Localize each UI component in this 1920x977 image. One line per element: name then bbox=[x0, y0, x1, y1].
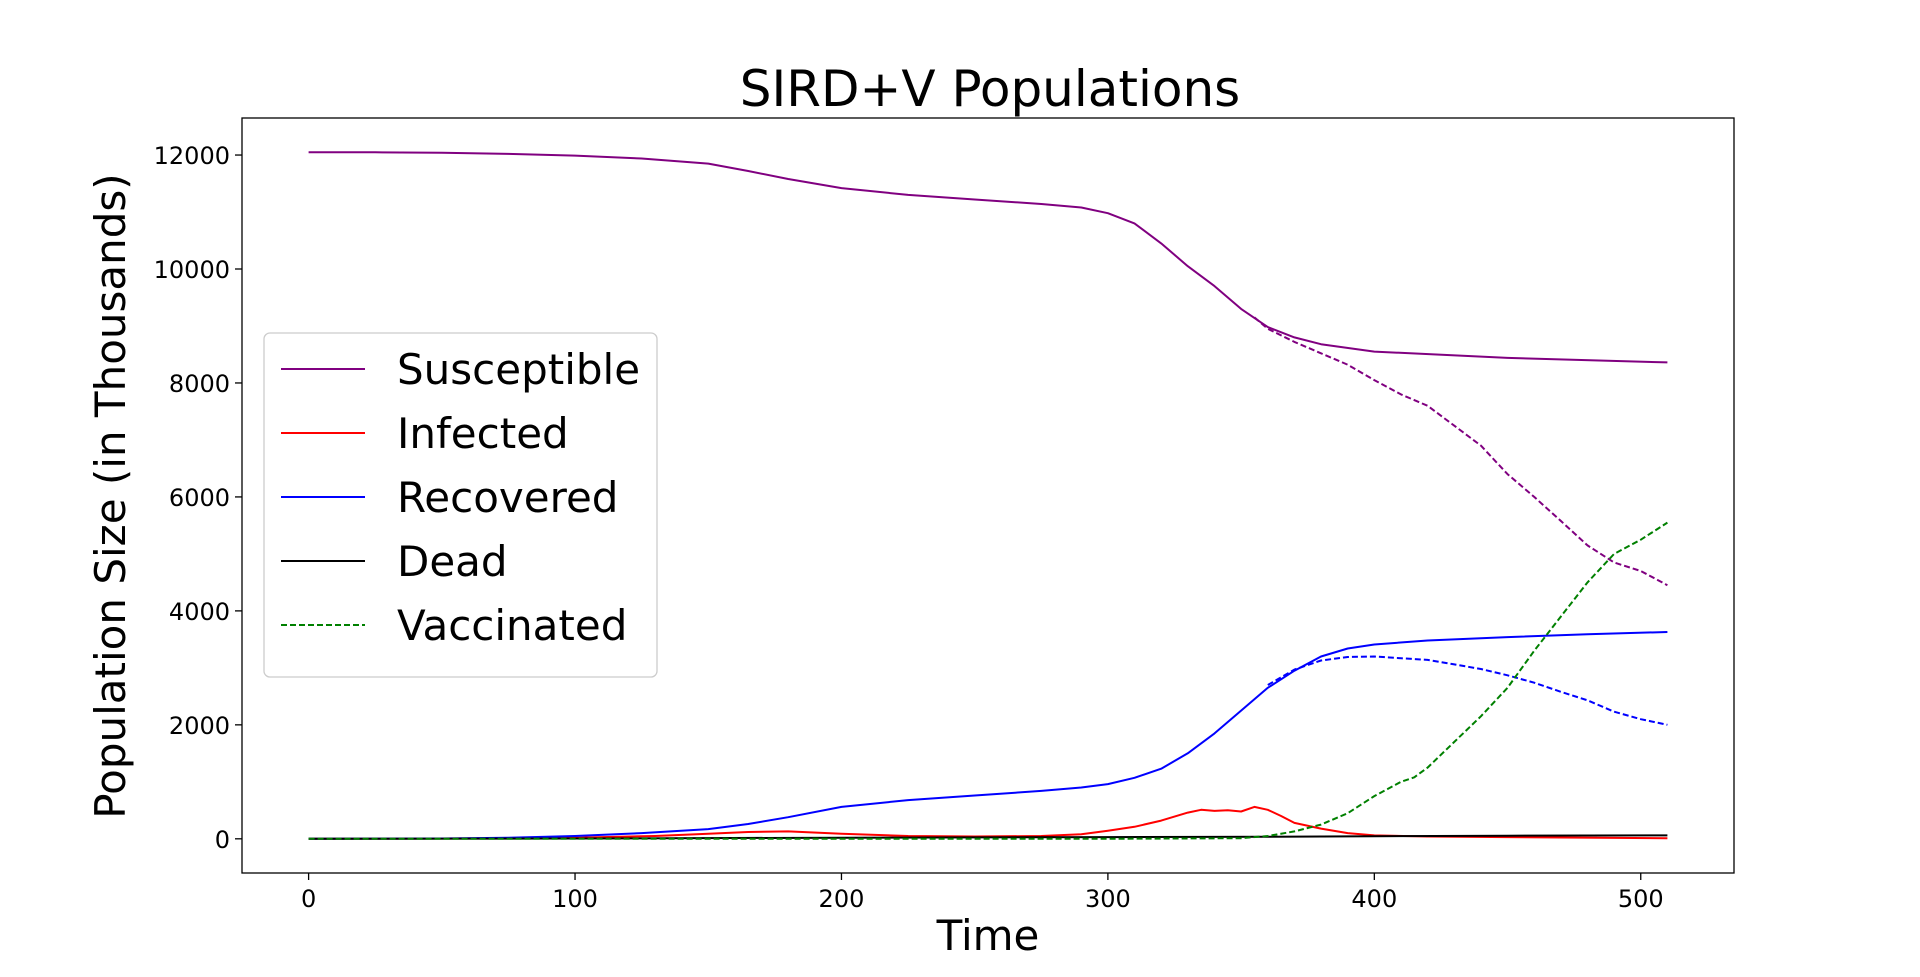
x-tick-label: 200 bbox=[819, 885, 865, 913]
y-tick-label: 12000 bbox=[154, 142, 230, 170]
y-axis: 0 2000 4000 6000 8000 10000 12000 bbox=[154, 142, 242, 854]
x-tick-label: 300 bbox=[1085, 885, 1131, 913]
chart-title: SIRD+V Populations bbox=[740, 60, 1240, 118]
series-line-recovered bbox=[308, 631, 1668, 840]
x-tick-label: 400 bbox=[1351, 885, 1397, 913]
x-tick-label: 500 bbox=[1618, 885, 1664, 913]
y-tick-label: 6000 bbox=[169, 484, 230, 512]
y-tick-label: 4000 bbox=[169, 598, 230, 626]
y-tick-label: 8000 bbox=[169, 370, 230, 398]
series-line-susceptible bbox=[308, 151, 1668, 364]
series-line-vaccinated-dashed bbox=[308, 521, 1668, 840]
legend: Susceptible Infected Recovered Dead Vaccinat… bbox=[263, 332, 658, 678]
x-tick-label: 100 bbox=[552, 885, 598, 913]
legend-box bbox=[263, 332, 658, 678]
y-tick-label: 0 bbox=[215, 826, 230, 854]
x-axis-label: Time bbox=[936, 911, 1040, 960]
series-line-series-1-dashed-dashed bbox=[1253, 316, 1668, 587]
legend-entry: Susceptible bbox=[397, 345, 640, 394]
legend-entry: Vaccinated bbox=[397, 601, 627, 650]
y-tick-label: 10000 bbox=[154, 256, 230, 284]
y-axis-label: Population Size (in Thousands) bbox=[86, 173, 135, 818]
x-axis: 0 100 200 300 400 500 bbox=[301, 873, 1664, 913]
x-tick-label: 0 bbox=[301, 885, 316, 913]
series-layer bbox=[308, 151, 1668, 840]
legend-entry: Recovered bbox=[397, 473, 618, 522]
series-line-series-4-dashed-dashed bbox=[1267, 655, 1668, 726]
y-tick-label: 2000 bbox=[169, 712, 230, 740]
legend-entry: Infected bbox=[397, 409, 569, 458]
series-line-infected bbox=[308, 805, 1668, 840]
legend-entry: Dead bbox=[397, 537, 508, 586]
plot-frame bbox=[241, 117, 1735, 874]
